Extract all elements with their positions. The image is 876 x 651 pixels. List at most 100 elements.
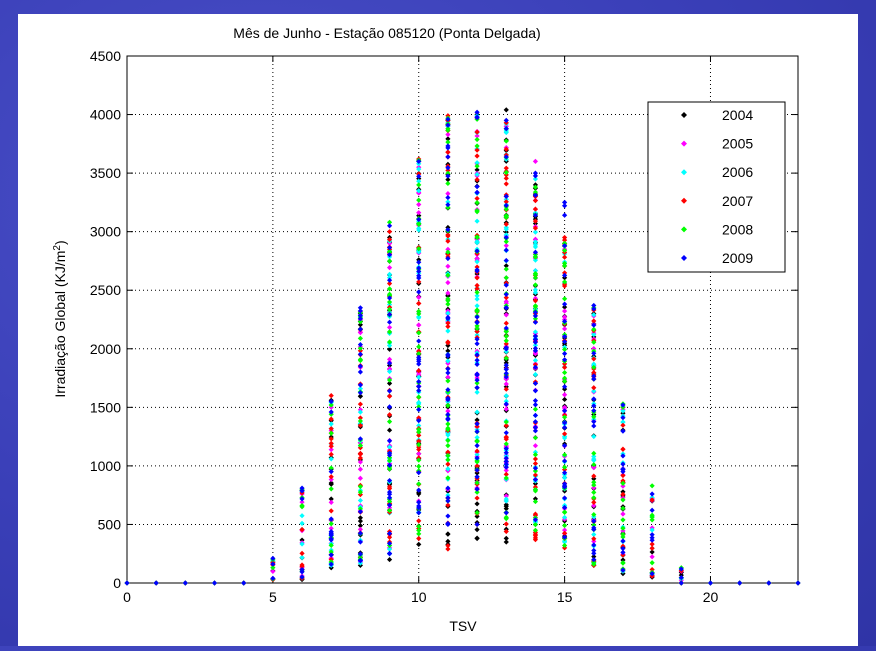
y-tick-label: 4000	[90, 107, 121, 123]
data-point	[591, 479, 597, 485]
data-point	[445, 202, 451, 208]
data-point	[416, 535, 422, 542]
data-point	[474, 289, 480, 295]
data-point	[357, 319, 363, 325]
data-point	[562, 212, 568, 218]
legend: 2004 2005 2006 2007 2008 2009	[647, 101, 786, 273]
data-point	[532, 522, 539, 528]
data-point	[503, 300, 509, 306]
data-point	[445, 143, 451, 149]
data-point	[328, 521, 334, 527]
data-point	[474, 143, 480, 149]
data-point	[328, 486, 334, 492]
data-point	[503, 341, 509, 347]
data-point	[386, 280, 393, 287]
data-point	[474, 282, 480, 289]
data-point	[386, 427, 393, 433]
data-point	[386, 377, 393, 383]
data-point	[649, 517, 655, 523]
data-point	[416, 423, 422, 429]
data-point	[562, 234, 568, 241]
data-point	[357, 369, 363, 375]
data-point	[416, 361, 422, 367]
data-point	[591, 350, 597, 356]
data-point	[445, 296, 451, 302]
data-point	[474, 268, 480, 274]
data-point	[620, 422, 626, 428]
data-point	[591, 550, 597, 556]
data-point	[445, 358, 451, 364]
data-point	[649, 532, 655, 538]
data-point	[503, 320, 509, 326]
data-point	[445, 353, 451, 359]
data-point	[532, 424, 539, 431]
data-point	[795, 580, 801, 586]
data-point	[416, 406, 422, 413]
data-point	[270, 568, 276, 574]
data-point	[357, 551, 363, 557]
data-point	[299, 537, 305, 543]
data-point	[386, 306, 393, 312]
data-point	[416, 259, 422, 265]
data-point	[357, 475, 363, 481]
data-point	[503, 355, 509, 361]
data-point	[445, 416, 451, 423]
data-point	[299, 550, 305, 556]
data-point	[503, 138, 509, 144]
data-point	[620, 552, 626, 558]
data-point	[445, 443, 451, 449]
data-point	[474, 238, 480, 245]
data-point	[386, 329, 393, 335]
data-point	[416, 541, 422, 547]
data-point	[416, 510, 422, 516]
data-point	[562, 243, 568, 249]
data-point	[416, 358, 422, 364]
data-point	[474, 521, 480, 528]
data-point	[503, 493, 509, 499]
data-point	[532, 456, 539, 462]
data-point	[416, 273, 422, 279]
data-point	[328, 443, 334, 449]
figure-panel: Mês de Junho - Estação 085120 (Ponta Del…	[18, 14, 858, 646]
y-axis-label: Irradiação Global (KJ/m2)	[52, 240, 68, 397]
data-point	[532, 282, 539, 288]
data-point	[562, 522, 568, 529]
y-tick-label: 3000	[90, 224, 121, 240]
data-point	[416, 265, 422, 271]
data-point	[620, 560, 626, 566]
data-point	[503, 175, 509, 181]
data-point	[474, 307, 480, 313]
data-point	[503, 291, 509, 298]
data-point	[503, 381, 509, 387]
data-point	[445, 461, 451, 467]
data-point	[328, 416, 334, 422]
data-point	[503, 446, 509, 452]
data-point	[445, 227, 451, 233]
data-point	[532, 158, 539, 164]
data-point	[386, 540, 393, 547]
data-point	[503, 199, 509, 205]
data-point	[620, 428, 626, 434]
data-point	[416, 330, 422, 336]
legend-marker-2008	[681, 226, 687, 233]
data-point	[562, 199, 568, 205]
data-point	[474, 526, 480, 533]
data-point	[386, 360, 393, 366]
data-point	[532, 468, 539, 474]
data-point	[532, 198, 539, 204]
data-point	[299, 554, 305, 561]
data-point	[649, 545, 655, 551]
data-point	[503, 257, 509, 264]
data-point	[503, 181, 509, 187]
data-point	[503, 464, 509, 470]
data-point	[445, 466, 451, 472]
data-point	[474, 361, 480, 367]
data-point	[445, 131, 451, 138]
data-point	[445, 180, 451, 187]
data-point	[328, 496, 334, 502]
x-tick-label: 10	[411, 589, 427, 605]
data-point	[532, 342, 539, 348]
data-point	[241, 580, 247, 586]
data-point	[386, 223, 393, 229]
data-point	[328, 436, 334, 442]
